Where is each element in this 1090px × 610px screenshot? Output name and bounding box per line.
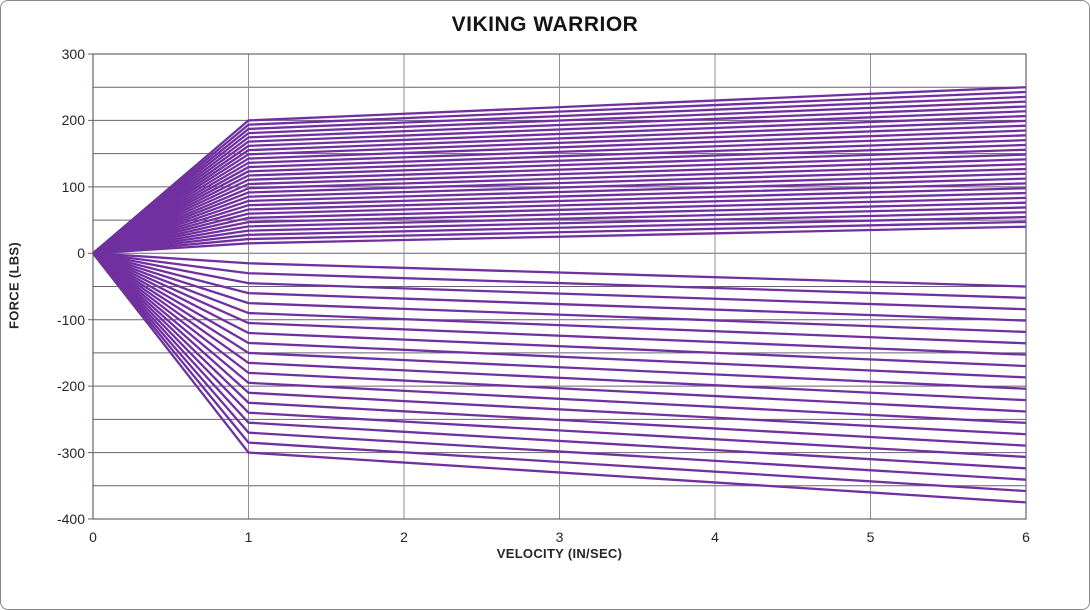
y-tick-label: 100 [61, 178, 85, 195]
y-tick-label: -100 [56, 311, 85, 328]
rebound-force-curve [92, 252, 1027, 322]
compression-force-curve [92, 201, 1027, 255]
compression-force-curve [92, 225, 1027, 255]
compression-force-curve [92, 187, 1027, 255]
x-tick-label: 4 [711, 529, 719, 545]
rebound-force-curve [92, 252, 1027, 447]
rebound-force-curve [92, 252, 1027, 402]
compression-force-curve [92, 153, 1027, 255]
compression-force-curve [92, 158, 1027, 255]
compression-force-curve [92, 105, 1027, 255]
compression-force-curve [92, 196, 1027, 255]
rebound-force-curve [92, 252, 1027, 493]
rebound-force-curve [92, 252, 1027, 436]
compression-force-curve [92, 211, 1027, 255]
compression-force-curve [92, 182, 1027, 255]
rebound-force-curve [92, 252, 1027, 470]
compression-force-curve [92, 119, 1027, 255]
rebound-force-curve [92, 252, 1027, 311]
y-tick-label: -200 [56, 378, 85, 395]
compression-force-curve [92, 114, 1027, 255]
x-tick-label: 2 [400, 529, 408, 545]
rebound-force-curve [92, 252, 1027, 345]
chart-title: VIKING WARRIOR [451, 13, 639, 36]
rebound-force-curve [92, 252, 1027, 459]
rebound-force-curve [92, 252, 1027, 300]
compression-force-curve [92, 167, 1027, 255]
plot-border [92, 53, 1027, 520]
compression-force-curve [92, 143, 1027, 255]
x-axis-title: VELOCITY (IN/SEC) [496, 546, 623, 561]
compression-force-curve [92, 215, 1027, 255]
rebound-force-curve [92, 252, 1027, 288]
compression-force-curve [92, 172, 1027, 255]
compression-force-curve [92, 134, 1027, 255]
rebound-force-curve [92, 252, 1027, 334]
compression-force-curve [92, 220, 1027, 255]
compression-force-curve [92, 148, 1027, 255]
compression-force-curve [92, 206, 1027, 255]
compression-force-curve [92, 191, 1027, 255]
rebound-force-curve [92, 252, 1027, 425]
x-tick-label: 0 [89, 529, 97, 545]
compression-force-curve [92, 129, 1027, 255]
rebound-force-curve [92, 252, 1027, 413]
rebound-force-curve [92, 252, 1027, 390]
y-tick-label: 200 [61, 112, 85, 129]
x-tick-label: 6 [1022, 529, 1030, 545]
rebound-force-curve [92, 252, 1027, 481]
x-tick-label: 5 [866, 529, 875, 545]
compression-force-curve [92, 124, 1027, 255]
y-tick-label: 300 [61, 46, 85, 62]
y-tick-label: -400 [56, 511, 85, 527]
rebound-force-curve [92, 252, 1027, 379]
compression-force-curve [92, 163, 1027, 255]
rebound-force-curve [92, 252, 1027, 368]
y-tick-label: -300 [56, 444, 85, 461]
x-tick-label: 3 [555, 529, 564, 545]
rebound-force-curve [92, 252, 1027, 356]
y-tick-label: 0 [77, 245, 85, 262]
compression-force-curve [92, 139, 1027, 255]
compression-force-curve [92, 177, 1027, 255]
compression-force-curve [92, 110, 1027, 255]
x-tick-label: 1 [244, 529, 253, 545]
rebound-force-curve [92, 252, 1027, 504]
